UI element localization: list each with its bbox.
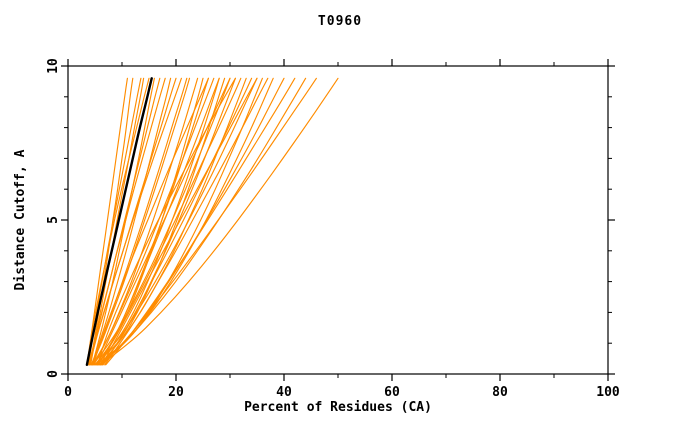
model-curve: [91, 77, 172, 366]
model-curve: [86, 77, 128, 366]
x-tick-label: 60: [384, 385, 400, 400]
x-tick-label: 80: [492, 385, 508, 400]
chart-title: T0960: [317, 14, 363, 29]
model-curve: [92, 77, 209, 366]
model-curve: [89, 77, 182, 366]
y-tick-label: 10: [46, 58, 61, 74]
model-curve: [97, 77, 242, 366]
plot-frame: [67, 65, 609, 375]
model-curve: [86, 77, 150, 366]
model-curve: [96, 77, 274, 366]
model-curve: [100, 77, 285, 366]
reference-curve: [85, 77, 153, 366]
model-curve: [102, 77, 253, 366]
x-tick-label: 20: [168, 385, 184, 400]
model-curve: [101, 77, 258, 366]
x-axis-label: Percent of Residues (CA): [244, 400, 432, 415]
model-curve: [94, 77, 258, 366]
model-curve: [91, 77, 191, 366]
model-curve: [89, 77, 166, 366]
x-tick-label: 100: [596, 385, 620, 400]
model-curve: [90, 77, 145, 366]
model-curve: [92, 77, 231, 366]
y-tick-label: 0: [46, 370, 61, 378]
model-curve: [97, 77, 236, 366]
model-curve: [99, 77, 339, 366]
x-tick-label: 40: [276, 385, 292, 400]
y-tick-label: 5: [46, 216, 61, 224]
model-curve: [104, 77, 269, 366]
model-curve: [102, 77, 317, 366]
model-curve: [105, 77, 296, 366]
x-tick-label: 0: [64, 385, 72, 400]
